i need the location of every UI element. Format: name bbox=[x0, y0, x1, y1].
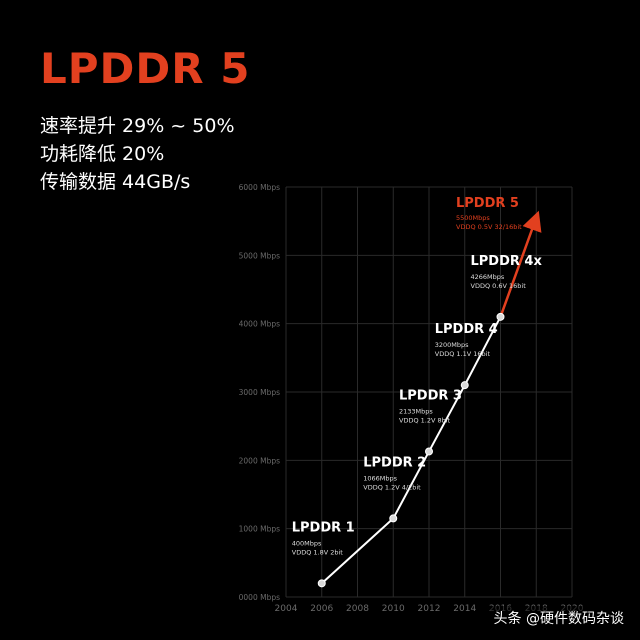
lpddr5-label-rate: 5500Mbps bbox=[456, 214, 490, 222]
data-point bbox=[389, 514, 398, 523]
watermark: 头条 @硬件数码杂谈 bbox=[489, 606, 628, 630]
point-label-name: LPDDR 4 bbox=[435, 322, 498, 337]
y-tick-label: 2000 Mbps bbox=[239, 456, 280, 465]
x-tick-label: 2006 bbox=[310, 604, 333, 614]
x-tick-label: 2008 bbox=[346, 604, 369, 614]
point-label-name: LPDDR 1 bbox=[292, 520, 355, 535]
y-tick-label: 4000 Mbps bbox=[239, 320, 280, 329]
feature-power: 功耗降低 20% bbox=[40, 143, 165, 165]
lpddr5-label-spec: VDDQ 0.5V 32/16bit bbox=[456, 223, 522, 231]
point-label-spec: VDDQ 0.6V 16bit bbox=[471, 282, 527, 290]
x-tick-label: 2004 bbox=[275, 604, 298, 614]
point-label-rate: 400Mbps bbox=[292, 539, 322, 547]
point-label-rate: 2133Mbps bbox=[399, 407, 433, 415]
point-label-spec: VDDQ 1.8V 2bit bbox=[292, 548, 344, 556]
point-label-rate: 1066Mbps bbox=[363, 474, 397, 482]
point-label-name: LPDDR 4x bbox=[471, 254, 543, 269]
x-tick-label: 2012 bbox=[418, 604, 441, 614]
data-point bbox=[425, 447, 433, 456]
point-label-rate: 4266Mbps bbox=[471, 273, 505, 281]
lpddr5-arrow bbox=[499, 210, 542, 318]
point-label-name: LPDDR 2 bbox=[363, 455, 426, 470]
lpddr5-label-name: LPDDR 5 bbox=[456, 196, 519, 211]
page-title: LPDDR 5 bbox=[40, 44, 251, 93]
y-tick-label: 3000 Mbps bbox=[239, 388, 280, 397]
point-label-spec: VDDQ 1.2V 8bit bbox=[399, 416, 451, 424]
y-tick-label: 1000 Mbps bbox=[239, 525, 280, 534]
y-tick-label: 0000 Mbps bbox=[239, 593, 280, 602]
x-tick-label: 2010 bbox=[382, 604, 405, 614]
y-tick-label: 6000 Mbps bbox=[239, 183, 280, 192]
data-point bbox=[317, 579, 326, 588]
feature-list: 速率提升 29% ~ 50% 功耗降低 20% 传输数据 44GB/s bbox=[40, 112, 235, 196]
x-tick-label: 2014 bbox=[453, 604, 476, 614]
point-label-spec: VDDQ 1.1V 16bit bbox=[435, 350, 491, 358]
point-label-name: LPDDR 3 bbox=[399, 388, 462, 403]
feature-bandwidth: 传输数据 44GB/s bbox=[40, 171, 191, 193]
data-point bbox=[496, 312, 505, 321]
feature-speed: 速率提升 29% ~ 50% bbox=[40, 115, 235, 137]
point-label-spec: VDDQ 1.2V 4/2bit bbox=[363, 483, 421, 491]
data-point bbox=[460, 381, 469, 390]
y-tick-label: 5000 Mbps bbox=[239, 251, 280, 260]
point-label-rate: 3200Mbps bbox=[435, 341, 469, 349]
